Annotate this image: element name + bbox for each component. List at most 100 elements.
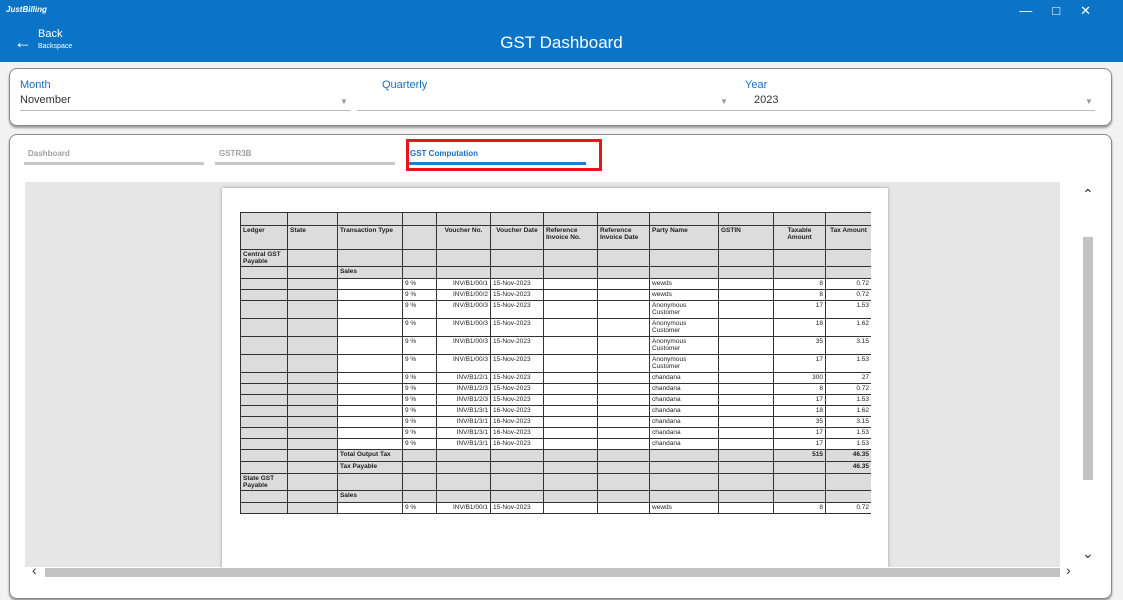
table-cell: 9 % [402, 394, 437, 406]
table-cell [337, 438, 403, 450]
scroll-up[interactable]: ⌃ [1082, 186, 1094, 202]
table-cell: chandana [649, 394, 719, 406]
data-row: 9 % INV/B1/2/1 15-Nov-2023 chandana 300 27 [240, 372, 871, 384]
table-cell [597, 405, 650, 417]
table-cell: 15-Nov-2023 [490, 336, 544, 355]
table-cell [287, 249, 338, 267]
table-cell [287, 438, 338, 450]
section-row: State GST Payable [240, 473, 871, 491]
table-cell: INV/B1/00/3 [436, 318, 491, 337]
table-cell: 0.72 [825, 502, 871, 514]
section-row: Sales [240, 266, 871, 279]
table-cell [649, 490, 719, 503]
table-cell: 9 % [402, 383, 437, 395]
scroll-down[interactable]: ⌄ [1082, 545, 1094, 561]
table-cell [240, 300, 288, 319]
horizontal-scrollbar[interactable] [45, 568, 1060, 577]
table-cell: chandana [649, 427, 719, 439]
table-cell [490, 473, 544, 491]
data-row: 9 % INV/B1/00/3 15-Nov-2023 Anonymous Custo… [240, 318, 871, 337]
spacer-cell [597, 212, 650, 226]
data-row: 9 % INV/B1/00/3 15-Nov-2023 Anonymous Custo… [240, 336, 871, 355]
table-cell [718, 438, 774, 450]
data-row: 9 % INV/B1/00/3 15-Nov-2023 Anonymous Custo… [240, 300, 871, 319]
table-cell [649, 449, 719, 462]
data-row: 9 % INV/B1/3/1 16-Nov-2023 chandana 35 3.15 [240, 416, 871, 428]
table-cell: wewds [649, 278, 719, 290]
table-cell: 1.53 [825, 438, 871, 450]
table-cell: 15-Nov-2023 [490, 300, 544, 319]
section-row: Sales [240, 490, 871, 503]
filter-value[interactable]: 2023 [754, 94, 779, 106]
tab-underline [215, 162, 395, 165]
tab[interactable]: GSTR3B [219, 149, 252, 158]
table-cell [240, 318, 288, 337]
section-row: Central GST Payable [240, 249, 871, 267]
table-cell: 1.62 [825, 318, 871, 337]
column-header: Voucher Date [490, 225, 544, 250]
tab-underline [24, 162, 204, 165]
tab[interactable]: GST Computation [410, 149, 478, 158]
app-logo: JustBilling [6, 5, 47, 14]
table-cell [287, 490, 338, 503]
table-cell [543, 336, 598, 355]
dropdown-caret[interactable]: ▼ [340, 97, 348, 106]
table-cell [337, 372, 403, 384]
back-button[interactable]: Back [38, 28, 63, 40]
table-cell [718, 354, 774, 373]
table-cell: 1.53 [825, 427, 871, 439]
filter-underline [20, 110, 350, 111]
table-cell: 46.35 [825, 461, 871, 474]
header-row: Ledger State Transaction Type Voucher No. Vo… [240, 225, 871, 250]
table-cell [240, 490, 288, 503]
back-arrow[interactable]: ← [14, 32, 32, 52]
table-cell: INV/B1/00/3 [436, 336, 491, 355]
table-cell: INV/B1/3/1 [436, 405, 491, 417]
column-header: GSTIN [718, 225, 774, 250]
table-cell: 9 % [402, 427, 437, 439]
tab[interactable]: Dashboard [28, 149, 70, 158]
table-cell: 16-Nov-2023 [490, 427, 544, 439]
dropdown-caret[interactable]: ▼ [1085, 97, 1093, 106]
table-cell [240, 405, 288, 417]
filter-label: Month [20, 79, 51, 91]
spacer-cell [490, 212, 544, 226]
filter-label: Year [745, 79, 768, 91]
table-cell [436, 461, 491, 474]
table-cell: 9 % [402, 502, 437, 514]
table-cell [337, 354, 403, 373]
filter-value[interactable]: November [20, 94, 71, 106]
table-cell: 15-Nov-2023 [490, 372, 544, 384]
scroll-left[interactable]: ‹ [32, 562, 37, 578]
vertical-scrollbar[interactable] [1083, 237, 1093, 480]
spacer-cell [402, 212, 437, 226]
table-cell [490, 266, 544, 279]
dropdown-caret[interactable]: ▼ [720, 97, 728, 106]
table-cell: 9 % [402, 438, 437, 450]
table-cell [436, 266, 491, 279]
table-cell [287, 383, 338, 395]
table-cell [718, 449, 774, 462]
filter-panel: Month November ▼ Quarterly ▼ Year 2023 ▼ [9, 68, 1112, 126]
table-cell [543, 249, 598, 267]
table-cell: 1.53 [825, 394, 871, 406]
table-cell [287, 336, 338, 355]
table-cell [337, 502, 403, 514]
table-cell: 0.72 [825, 278, 871, 290]
table-cell: 15-Nov-2023 [490, 289, 544, 301]
table-cell: chandana [649, 383, 719, 395]
table-cell [337, 394, 403, 406]
table-cell: Sales [337, 266, 403, 279]
data-row: 9 % INV/B1/3/1 16-Nov-2023 chandana 18 1.62 [240, 405, 871, 417]
table-cell: 15-Nov-2023 [490, 383, 544, 395]
table-cell: 3.15 [825, 336, 871, 355]
table-cell [337, 405, 403, 417]
table-cell [718, 461, 774, 474]
window-controls[interactable]: —□✕ [1019, 3, 1111, 18]
scroll-right[interactable]: › [1066, 562, 1071, 578]
table-cell: 15-Nov-2023 [490, 394, 544, 406]
table-cell: 1.62 [825, 405, 871, 417]
table-cell [773, 249, 826, 267]
data-row: 9 % INV/B1/00/3 15-Nov-2023 Anonymous Custo… [240, 354, 871, 373]
